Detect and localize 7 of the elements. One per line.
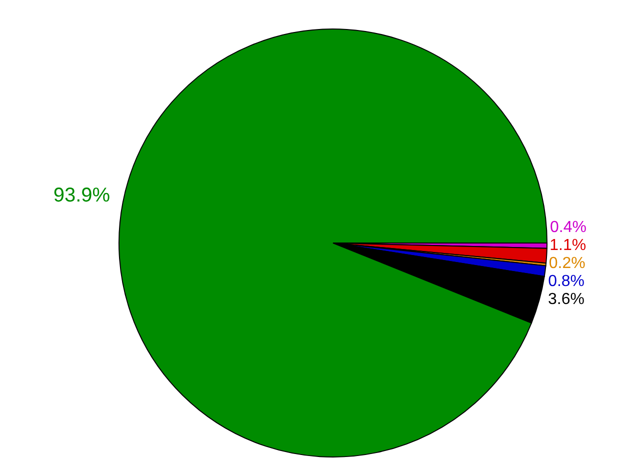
data-label: 0.4% [550,218,586,236]
data-label: 0.8% [548,272,585,290]
data-label: 93.9% [53,184,110,207]
pie-slice [118,28,548,458]
data-label: 1.1% [550,236,586,254]
data-label: 0.2% [548,254,586,272]
data-label: 3.6% [548,290,584,308]
